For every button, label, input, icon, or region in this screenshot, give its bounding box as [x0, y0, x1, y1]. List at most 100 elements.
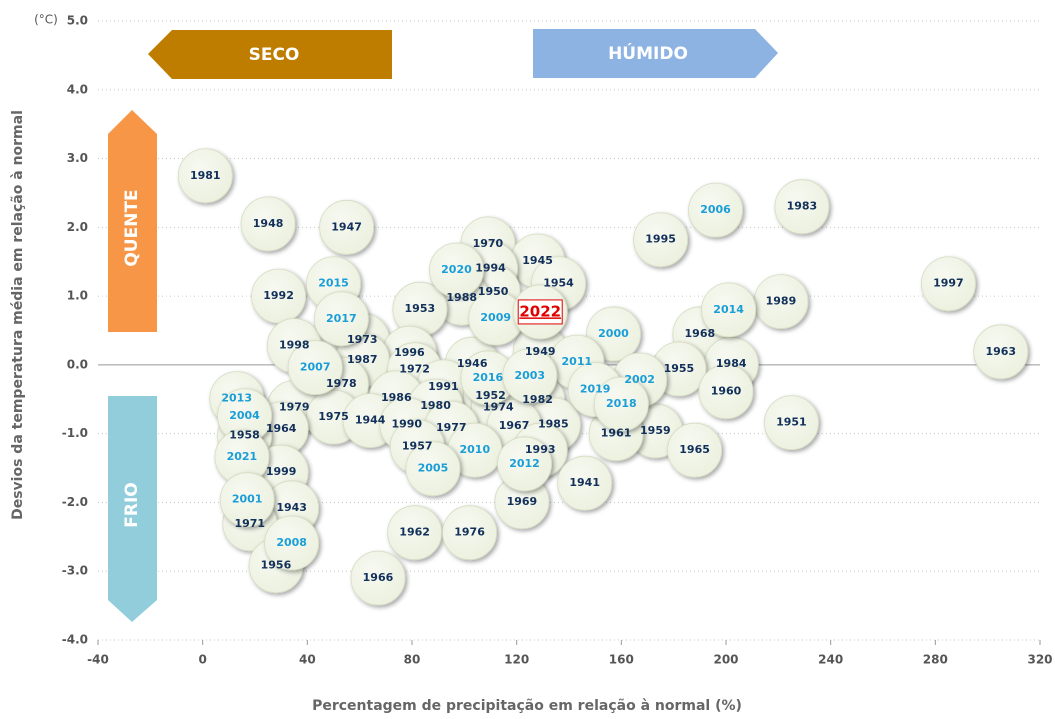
- year-label: 2017: [326, 312, 357, 325]
- year-label: 1945: [522, 254, 553, 267]
- year-label: 1952: [475, 389, 506, 402]
- year-label: 2002: [624, 373, 655, 386]
- year-label: 1953: [405, 302, 436, 315]
- year-label: 1992: [263, 289, 294, 302]
- x-tick-label: 40: [299, 653, 316, 667]
- year-label: 1997: [933, 277, 964, 290]
- year-label: 2011: [562, 355, 593, 368]
- year-label: 1966: [363, 571, 394, 584]
- year-label: 2015: [318, 277, 349, 290]
- x-tick-label: 160: [609, 653, 634, 667]
- year-label: 2001: [232, 493, 263, 506]
- year-label: 1989: [766, 295, 797, 308]
- wet-label: HÚMIDO: [608, 42, 688, 64]
- year-label: 2003: [514, 369, 545, 382]
- year-label: 1960: [711, 385, 742, 398]
- y-tick-label: -4.0: [62, 633, 88, 647]
- year-label: 2005: [418, 462, 449, 475]
- year-label: 1962: [399, 526, 430, 539]
- year-label: 1999: [266, 465, 297, 478]
- y-tick-label: 1.0: [67, 289, 88, 303]
- year-label: 2021: [227, 450, 258, 463]
- year-label: 2014: [713, 303, 744, 316]
- cold-arrow: [108, 396, 157, 622]
- y-tick-label: 0.0: [67, 357, 88, 371]
- year-label: 1980: [420, 399, 451, 412]
- dry-arrow: [148, 30, 392, 79]
- year-label: 1957: [402, 440, 433, 453]
- year-label: 1944: [355, 414, 386, 427]
- year-label: 1959: [640, 424, 671, 437]
- bubble: [633, 212, 688, 268]
- year-label: 2020: [441, 263, 472, 276]
- year-label: 1982: [522, 393, 553, 406]
- bubble: [319, 199, 374, 255]
- year-label: 2006: [700, 203, 731, 216]
- x-tick-label: 80: [404, 653, 421, 667]
- year-label: 1961: [601, 427, 632, 440]
- x-tick-label: -40: [87, 653, 109, 667]
- x-tick-label: 200: [713, 653, 738, 667]
- bubble: [251, 268, 306, 324]
- year-label: 2008: [276, 536, 307, 549]
- bubble: [764, 395, 819, 451]
- year-label: 1950: [478, 285, 509, 298]
- bubble: [497, 436, 552, 492]
- year-label: 1984: [716, 357, 747, 370]
- year-label: 2019: [580, 383, 611, 396]
- y-tick-label: -3.0: [62, 564, 88, 578]
- bubble: [593, 376, 649, 432]
- bubble: [264, 515, 320, 571]
- year-label: 2022: [519, 302, 561, 320]
- year-label: 1988: [446, 291, 477, 304]
- year-label: 1975: [318, 410, 349, 423]
- year-label: 1991: [428, 380, 459, 393]
- year-label: 1964: [266, 422, 297, 435]
- dry-label: SECO: [249, 45, 300, 65]
- bubble: [774, 179, 830, 235]
- year-label: 1967: [499, 419, 530, 432]
- y-tick-label: 5.0: [67, 14, 88, 28]
- bubble: [387, 505, 443, 561]
- y-tick-label: 2.0: [67, 220, 88, 234]
- bubble: [502, 348, 558, 404]
- bubble: [667, 422, 722, 478]
- bubble: [973, 324, 1029, 380]
- x-tick-label: 240: [818, 653, 843, 667]
- bubble: [287, 340, 343, 396]
- year-label: 1983: [787, 200, 818, 213]
- year-label: 1998: [279, 339, 310, 352]
- cold-label: FRIO: [122, 482, 142, 527]
- year-label: 1949: [525, 345, 556, 358]
- x-axis-title: Percentagem de precipitação em relação à…: [312, 698, 742, 714]
- year-label: 1995: [645, 233, 676, 246]
- x-tick-label: 320: [1027, 653, 1052, 667]
- year-label: 1948: [253, 217, 284, 230]
- hot-arrow: [108, 110, 157, 332]
- year-label: 1955: [664, 362, 695, 375]
- x-tick-label: 0: [198, 653, 206, 667]
- bubble: [350, 550, 406, 606]
- year-label: 2007: [300, 361, 331, 374]
- y-tick-label: -1.0: [62, 426, 88, 440]
- year-label: 1968: [685, 327, 716, 340]
- bubble: [688, 182, 743, 238]
- year-label: 1954: [543, 277, 574, 290]
- hot-label: QUENTE: [122, 189, 142, 266]
- year-label: 1956: [261, 559, 292, 572]
- year-label: 1947: [331, 220, 362, 233]
- year-label: 1971: [234, 517, 265, 530]
- bubble: [405, 441, 461, 497]
- year-label: 2018: [606, 397, 637, 410]
- year-label: 1978: [326, 377, 357, 390]
- year-label: 1976: [454, 526, 485, 539]
- year-label: 1969: [507, 495, 538, 508]
- year-label: 1958: [229, 429, 260, 442]
- y-tick-label: 4.0: [67, 82, 88, 96]
- year-label: 1977: [436, 421, 467, 434]
- year-label: 1943: [276, 501, 307, 514]
- unit-label: (°C): [34, 13, 58, 27]
- bubble: [701, 282, 757, 338]
- bubble: [921, 256, 976, 312]
